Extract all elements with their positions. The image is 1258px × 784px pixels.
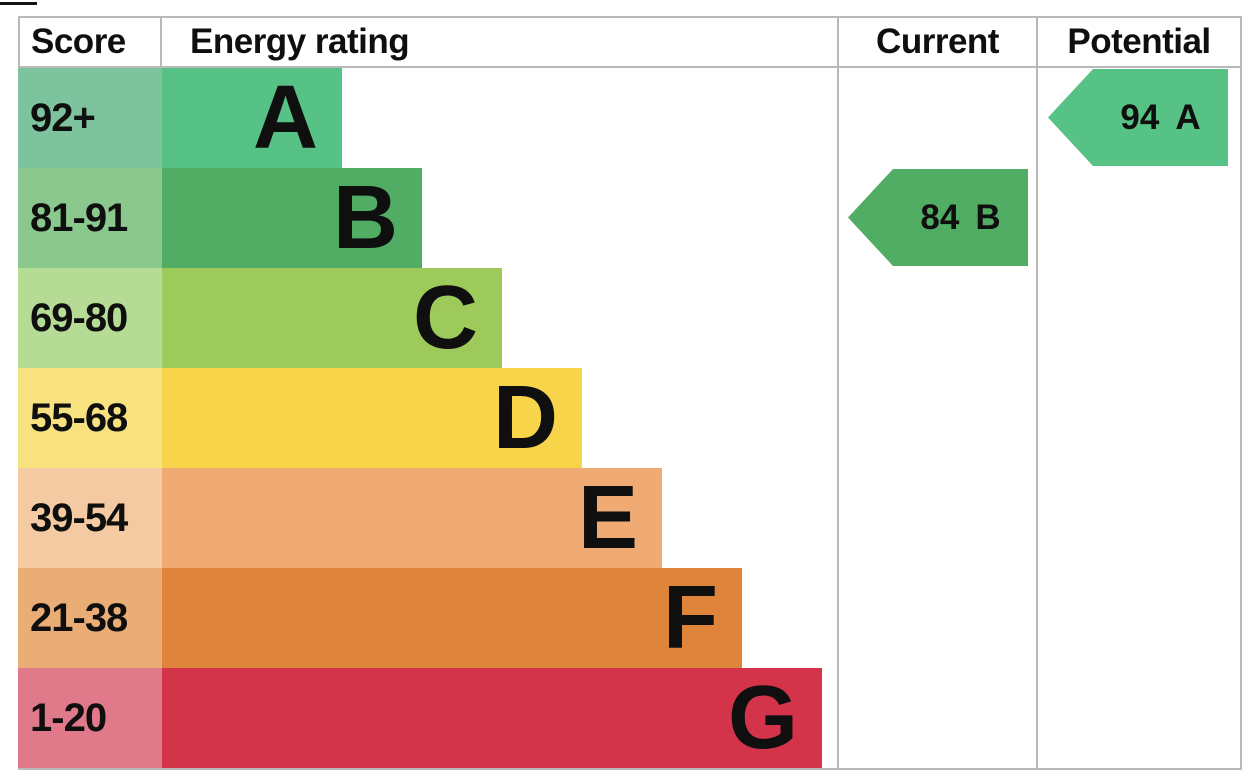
crop-artifact-line	[0, 2, 37, 5]
band-bar-e: E	[162, 468, 662, 568]
score-range-g: 1-20	[18, 668, 162, 768]
current-rating-band: B	[975, 197, 1001, 237]
table-top-border	[18, 16, 1242, 18]
header-score: Score	[31, 22, 126, 61]
potential-rating-score: 94	[1120, 97, 1160, 137]
band-letter-d: D	[493, 368, 558, 468]
band-row-f: 21-38 F	[18, 568, 1240, 668]
band-row-g: 1-20 G	[18, 668, 1240, 768]
potential-column-divider	[1036, 16, 1038, 770]
band-row-a: 92+ A	[18, 68, 1240, 168]
band-letter-b: B	[333, 168, 398, 268]
score-range-label: 21-38	[30, 595, 128, 640]
band-bar-g: G	[162, 668, 822, 768]
score-column-divider	[160, 16, 162, 68]
table-right-border	[1240, 16, 1242, 770]
band-row-e: 39-54 E	[18, 468, 1240, 568]
band-row-d: 55-68 D	[18, 368, 1240, 468]
score-range-label: 81-91	[30, 195, 128, 240]
score-range-b: 81-91	[18, 168, 162, 268]
header-left-border	[18, 16, 20, 68]
score-range-label: 69-80	[30, 295, 128, 340]
current-column-divider	[837, 16, 839, 770]
score-range-label: 1-20	[30, 695, 107, 740]
score-range-c: 69-80	[18, 268, 162, 368]
band-bar-b: B	[162, 168, 422, 268]
table-bottom-border	[18, 768, 1242, 770]
score-range-label: 92+	[30, 95, 96, 140]
score-range-label: 39-54	[30, 495, 128, 540]
score-range-label: 55-68	[30, 395, 128, 440]
score-range-e: 39-54	[18, 468, 162, 568]
header-bottom-border	[18, 66, 1242, 68]
band-letter-c: C	[413, 268, 478, 368]
current-rating-score: 84	[920, 197, 960, 237]
score-range-d: 55-68	[18, 368, 162, 468]
band-row-c: 69-80 C	[18, 268, 1240, 368]
score-range-f: 21-38	[18, 568, 162, 668]
score-range-a: 92+	[18, 68, 162, 168]
band-row-b: 81-91 B	[18, 168, 1240, 268]
band-letter-a: A	[253, 68, 318, 168]
band-bar-f: F	[162, 568, 742, 668]
header-potential: Potential	[1067, 22, 1211, 61]
band-bar-c: C	[162, 268, 502, 368]
band-bar-d: D	[162, 368, 582, 468]
band-letter-g: G	[727, 668, 798, 768]
potential-rating-band: A	[1175, 97, 1201, 137]
current-rating-arrow: 84 B	[848, 169, 1028, 266]
band-letter-e: E	[577, 468, 638, 568]
header-energy-rating: Energy rating	[190, 22, 410, 61]
band-bar-a: A	[162, 68, 342, 168]
header-current: Current	[876, 22, 999, 61]
band-letter-f: F	[663, 568, 718, 668]
